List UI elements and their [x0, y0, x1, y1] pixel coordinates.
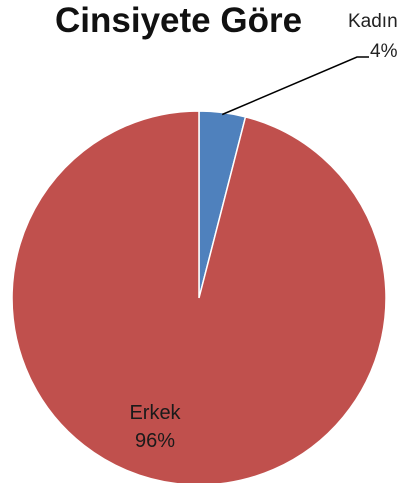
- chart-title: Cinsiyete Göre: [55, 1, 302, 40]
- data-label-kadin-category: Kadın: [348, 11, 398, 32]
- labels-layer: Kadın 4% Erkek 96%: [129, 11, 397, 452]
- pie-slice-erkek: [11, 110, 387, 483]
- slices-layer: [11, 110, 387, 483]
- leader-line-kadin: [221, 56, 369, 116]
- data-label-kadin-value: 4%: [370, 41, 398, 62]
- data-label-erkek-category: Erkek: [129, 402, 181, 424]
- data-label-erkek-value: 96%: [135, 430, 175, 452]
